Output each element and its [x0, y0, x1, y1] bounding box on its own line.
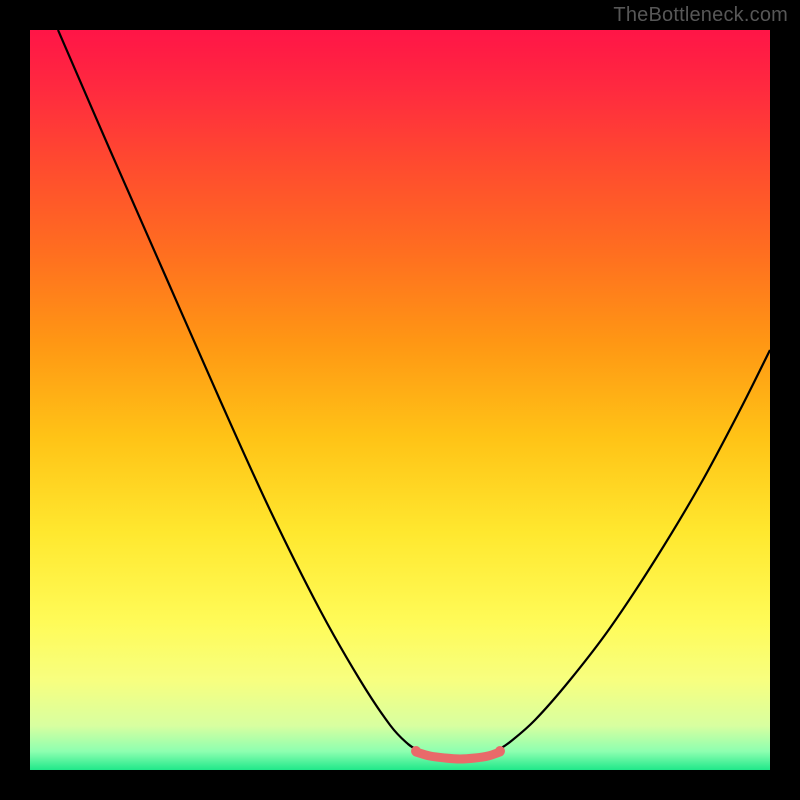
watermark-label: TheBottleneck.com	[613, 4, 788, 27]
chart-container: TheBottleneck.com	[0, 0, 800, 800]
left-curve	[58, 30, 418, 750]
curve-layer	[30, 30, 770, 770]
marker-dot	[495, 746, 505, 756]
marker-dot	[411, 746, 421, 756]
bottom-marker-line	[416, 752, 500, 759]
right-curve	[498, 350, 770, 750]
plot-area	[30, 30, 770, 770]
